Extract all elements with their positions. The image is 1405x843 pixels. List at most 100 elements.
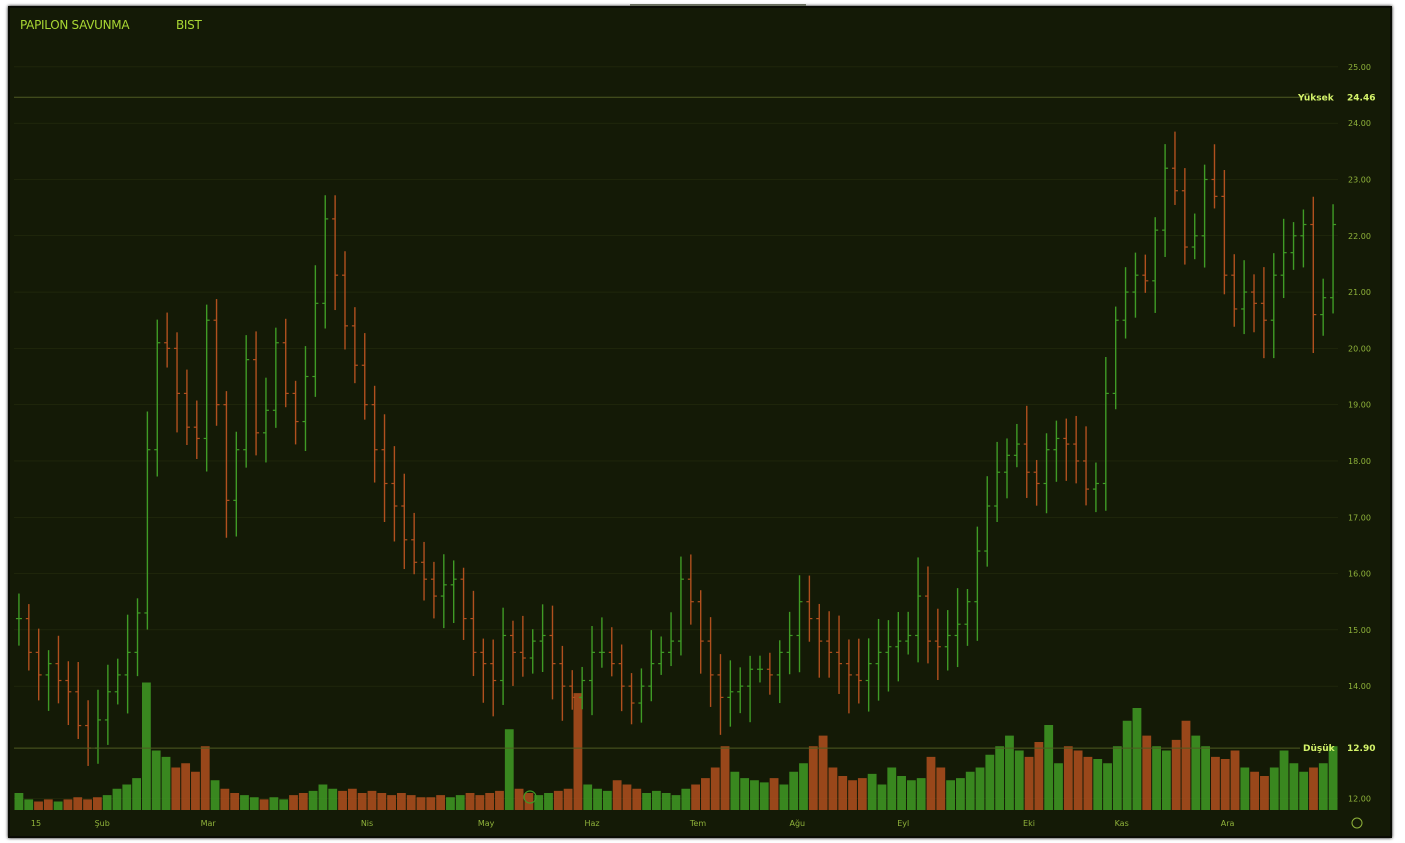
- high-value: 24.46: [1347, 93, 1375, 103]
- volume-bar: [622, 784, 632, 810]
- volume-bar: [710, 767, 720, 810]
- price-bar: [1023, 405, 1030, 498]
- price-bar: [826, 611, 833, 678]
- volume-bar: [1289, 763, 1299, 810]
- volume-bar: [436, 795, 446, 810]
- price-tick-label: 19.00: [1348, 401, 1371, 410]
- price-bar: [430, 561, 437, 619]
- price-bar: [1033, 459, 1040, 506]
- price-bar: [272, 327, 279, 428]
- price-bar: [845, 639, 852, 714]
- volume-bar: [661, 793, 671, 810]
- price-bar: [1053, 420, 1060, 482]
- volume-bar: [1122, 720, 1132, 810]
- price-bar: [1290, 222, 1297, 270]
- price-bar: [401, 473, 408, 570]
- month-tick-label: May: [478, 819, 495, 828]
- price-bar: [1330, 204, 1337, 314]
- price-bar: [213, 299, 220, 426]
- price-tick-label: 15.00: [1348, 626, 1371, 635]
- volume-bar: [681, 788, 691, 810]
- price-tick-label: 22.00: [1348, 232, 1371, 241]
- price-bar: [1063, 418, 1070, 481]
- volume-bar: [446, 797, 455, 810]
- volume-bar: [63, 799, 73, 810]
- month-tick-label: Tem: [689, 819, 706, 828]
- volume-bar: [1309, 767, 1318, 810]
- month-tick-label: 15: [31, 819, 41, 828]
- symbol-name: PAPILON SAVUNMA: [20, 18, 130, 32]
- volume-bar: [210, 780, 220, 810]
- price-bar: [164, 312, 171, 368]
- volume-bar: [416, 797, 426, 810]
- volume-bar: [759, 782, 769, 810]
- price-tick-label: 17.00: [1348, 513, 1371, 522]
- price-bar: [579, 666, 586, 710]
- volume-bar: [1034, 742, 1044, 810]
- price-bar: [648, 630, 655, 702]
- volume-bar: [1260, 776, 1269, 810]
- volume-bar: [789, 771, 799, 810]
- price-bar: [421, 541, 428, 601]
- volume-bar: [593, 788, 602, 810]
- volume-bar: [1014, 750, 1024, 810]
- volume-bar: [602, 790, 612, 810]
- price-bar: [223, 391, 230, 538]
- volume-bar: [1083, 756, 1093, 810]
- settings-circle-icon[interactable]: [1351, 817, 1363, 829]
- volume-bar: [867, 773, 877, 810]
- price-bar: [45, 650, 52, 711]
- price-bar: [776, 640, 783, 704]
- volume-bar: [367, 790, 377, 810]
- price-bar: [687, 554, 694, 625]
- volume-bar: [887, 767, 897, 810]
- price-tick-label: 20.00: [1348, 344, 1371, 353]
- price-bar: [539, 604, 546, 673]
- price-bar: [282, 318, 289, 408]
- month-tick-label: Eki: [1023, 819, 1035, 828]
- price-bar: [253, 331, 260, 456]
- volume-bar: [906, 780, 916, 810]
- price-bar: [1142, 254, 1149, 293]
- volume-bar: [1093, 759, 1103, 810]
- marker-circle-icon[interactable]: [523, 790, 537, 804]
- price-bar: [411, 512, 418, 575]
- volume-bar: [1152, 746, 1161, 810]
- price-bar: [796, 575, 803, 673]
- volume-bar: [24, 799, 34, 810]
- volume-bar: [249, 797, 259, 810]
- volume-bar: [926, 756, 936, 810]
- month-tick-label: Şub: [95, 819, 110, 828]
- volume-bar: [504, 729, 514, 810]
- price-bar: [25, 604, 32, 671]
- volume-bar: [779, 784, 789, 810]
- price-bar: [964, 588, 971, 646]
- price-bar: [885, 620, 892, 692]
- volume-bar: [916, 778, 926, 810]
- volume-bar: [406, 795, 416, 810]
- price-tick-label: 21.00: [1348, 288, 1371, 297]
- price-bar: [905, 611, 912, 655]
- price-tick-label: 12.00: [1348, 795, 1371, 804]
- volume-bar: [946, 780, 956, 810]
- volume-bar: [524, 793, 534, 810]
- volume-bar: [298, 793, 308, 810]
- price-bar: [1260, 267, 1267, 359]
- price-bar: [1241, 260, 1248, 335]
- month-tick-label: Mar: [201, 819, 217, 828]
- volume-bar: [357, 793, 367, 810]
- volume-bar: [161, 756, 171, 810]
- volume-bar: [828, 767, 838, 810]
- volume-bar: [799, 763, 808, 810]
- price-bar: [154, 319, 161, 477]
- price-bar: [1132, 252, 1139, 318]
- price-bar: [144, 411, 151, 630]
- volume-bar: [544, 793, 553, 810]
- grid: [14, 66, 1338, 799]
- price-bar: [15, 593, 22, 646]
- price-bar: [332, 195, 339, 311]
- price-bar: [292, 380, 299, 445]
- price-bar: [529, 629, 536, 674]
- volume-bar: [769, 778, 779, 810]
